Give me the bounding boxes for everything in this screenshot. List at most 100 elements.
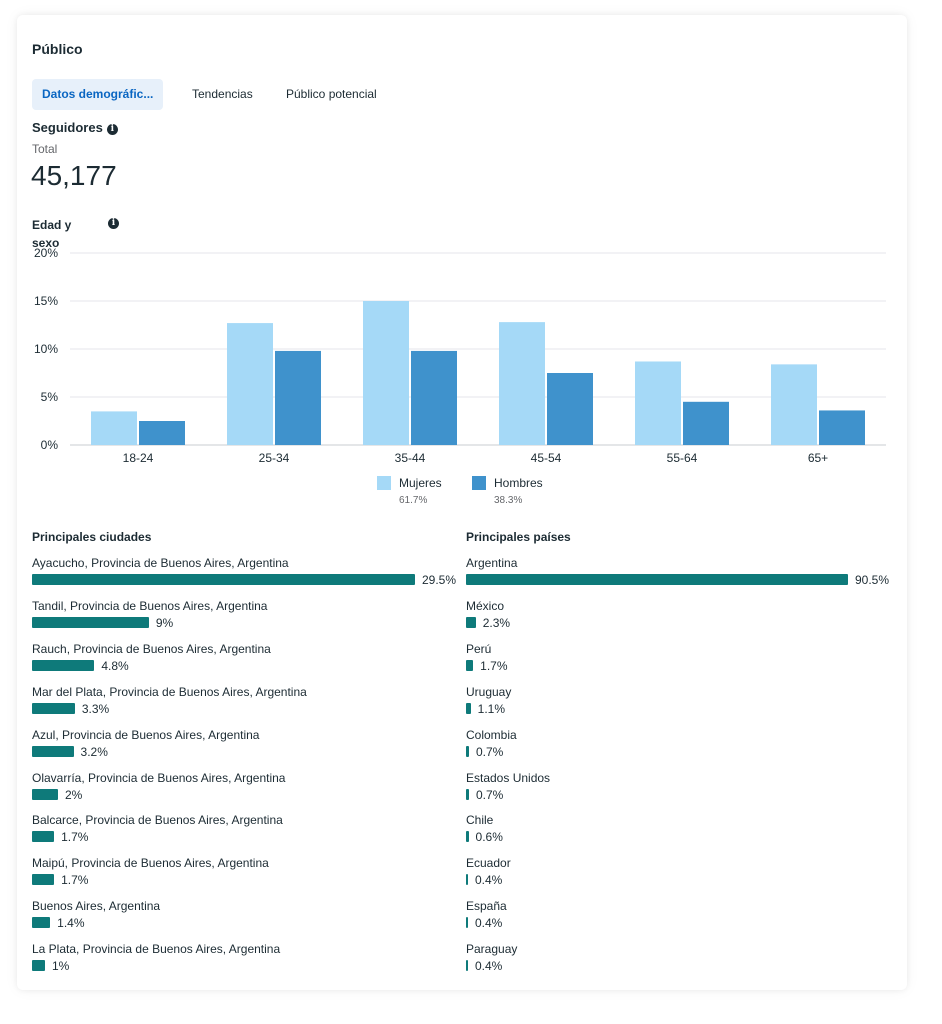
city-name: Olavarría, Provincia de Buenos Aires, Ar… bbox=[32, 770, 286, 785]
y-tick-label: 10% bbox=[34, 342, 58, 356]
city-name: La Plata, Provincia de Buenos Aires, Arg… bbox=[32, 942, 281, 957]
city-bar bbox=[32, 960, 45, 972]
city-percentage: 3.3% bbox=[81, 701, 110, 716]
bar-hombres-65+[interactable] bbox=[819, 410, 865, 445]
country-name: Paraguay bbox=[466, 942, 518, 957]
total-label: Total bbox=[32, 142, 58, 156]
country-name: Ecuador bbox=[466, 856, 511, 871]
country-name: México bbox=[466, 598, 505, 613]
country-name: Uruguay bbox=[466, 684, 512, 699]
bar-mujeres-25-34[interactable] bbox=[227, 323, 273, 445]
legend-label-hombres[interactable]: Hombres bbox=[494, 476, 543, 490]
tab-trends[interactable]: Tendencias bbox=[192, 87, 253, 101]
bar-mujeres-35-44[interactable] bbox=[363, 301, 409, 445]
bar-hombres-35-44[interactable] bbox=[411, 350, 457, 445]
x-tick-label: 65+ bbox=[808, 451, 828, 465]
x-tick-label: 35-44 bbox=[395, 451, 426, 465]
country-name: Chile bbox=[466, 813, 494, 828]
city-name: Tandil, Provincia de Buenos Aires, Argen… bbox=[32, 598, 268, 613]
city-percentage: 1.4% bbox=[57, 916, 85, 931]
city-bar bbox=[32, 788, 58, 800]
city-bar bbox=[32, 874, 55, 886]
audience-card bbox=[17, 15, 907, 990]
country-name: Argentina bbox=[466, 556, 518, 570]
city-percentage: 1% bbox=[51, 959, 70, 974]
cities-title: Principales ciudades bbox=[32, 530, 152, 544]
country-percentage: 0.6% bbox=[475, 830, 503, 845]
info-icon[interactable]: i bbox=[106, 124, 118, 135]
total-followers-value: 45,177 bbox=[31, 160, 117, 191]
bar-mujeres-45-54[interactable] bbox=[499, 322, 545, 445]
city-percentage: 2% bbox=[64, 787, 83, 802]
y-tick-label: 15% bbox=[34, 294, 58, 308]
country-bar bbox=[466, 917, 468, 929]
country-percentage: 90.5% bbox=[855, 573, 890, 587]
city-name: Maipú, Provincia de Buenos Aires, Argent… bbox=[32, 856, 269, 871]
x-tick-label: 25-34 bbox=[259, 451, 290, 465]
bar-mujeres-18-24[interactable] bbox=[91, 411, 137, 445]
age-gender-chart: 0% 5% 10% 15% 20% 18-24 25-34 35-44 45-54 55-64 65… bbox=[34, 246, 886, 465]
city-bar bbox=[32, 659, 95, 671]
y-tick-label: 20% bbox=[34, 246, 58, 260]
legend-swatch-hombres[interactable] bbox=[472, 476, 486, 490]
chart-info-icon[interactable]: i bbox=[108, 218, 119, 229]
city-name: Rauch, Provincia de Buenos Aires, Argent… bbox=[32, 641, 271, 656]
page-title: Público bbox=[32, 41, 83, 57]
city-bar bbox=[32, 917, 51, 929]
country-percentage: 1.1% bbox=[477, 701, 505, 716]
legend-swatch-mujeres[interactable] bbox=[377, 476, 391, 490]
country-bar bbox=[466, 960, 468, 972]
city-name: Mar del Plata, Provincia de Buenos Aires… bbox=[32, 684, 307, 699]
country-name: Perú bbox=[466, 641, 492, 656]
followers-heading: Seguidores i bbox=[32, 120, 118, 135]
city-percentage: 1.7% bbox=[61, 830, 89, 845]
x-tick-label: 18-24 bbox=[123, 451, 154, 465]
country-percentage: 0.4% bbox=[475, 959, 503, 974]
country-bar bbox=[466, 831, 469, 843]
x-tick-label: 55-64 bbox=[667, 451, 698, 465]
city-percentage: 4.8% bbox=[101, 658, 129, 673]
country-bar bbox=[466, 616, 476, 628]
city-bar bbox=[32, 574, 415, 585]
city-bar bbox=[32, 702, 75, 714]
country-percentage: 2.3% bbox=[482, 615, 511, 630]
country-bar bbox=[466, 702, 471, 714]
city-percentage: 9% bbox=[155, 615, 174, 630]
country-percentage: 0.7% bbox=[475, 744, 504, 759]
city-name: Balcarce, Provincia de Buenos Aires, Arg… bbox=[32, 813, 283, 828]
country-percentage: 0.4% bbox=[475, 916, 503, 931]
y-tick-label: 5% bbox=[41, 390, 59, 404]
tab-potential-audience[interactable]: Público potencial bbox=[286, 87, 377, 101]
bar-hombres-45-54[interactable] bbox=[547, 373, 593, 445]
bar-hombres-18-24[interactable] bbox=[139, 421, 185, 445]
country-bar bbox=[466, 574, 848, 585]
city-name: Azul, Provincia de Buenos Aires, Argenti… bbox=[32, 727, 260, 742]
chart-title: Edad y sexo bbox=[32, 218, 72, 250]
city-percentage: 1.7% bbox=[61, 873, 89, 888]
city-percentage: 29.5% bbox=[422, 573, 457, 587]
city-percentage: 3.2% bbox=[80, 744, 108, 759]
country-percentage: 1.7% bbox=[480, 658, 508, 673]
country-name: España bbox=[466, 899, 507, 914]
country-percentage: 0.4% bbox=[475, 873, 503, 888]
country-bar bbox=[466, 659, 474, 671]
y-tick-label: 0% bbox=[41, 438, 59, 452]
bar-mujeres-55-64[interactable] bbox=[635, 361, 681, 445]
country-name: Colombia bbox=[466, 727, 517, 742]
city-bar bbox=[32, 616, 149, 628]
bar-hombres-25-34[interactable] bbox=[275, 350, 321, 445]
country-bar bbox=[466, 874, 468, 886]
legend-share-hombres: 38.3% bbox=[494, 495, 523, 506]
legend-share-mujeres: 61.7% bbox=[399, 495, 428, 506]
legend-label-mujeres[interactable]: Mujeres bbox=[399, 476, 442, 490]
city-name: Ayacucho, Provincia de Buenos Aires, Arg… bbox=[32, 556, 289, 570]
x-tick-label: 45-54 bbox=[531, 451, 562, 465]
city-bar bbox=[32, 831, 55, 843]
followers-heading-label: Seguidores bbox=[32, 120, 103, 135]
country-bar bbox=[466, 745, 469, 757]
bar-mujeres-65+[interactable] bbox=[771, 364, 817, 445]
country-bar bbox=[466, 788, 469, 800]
country-name: Estados Unidos bbox=[466, 770, 551, 785]
tab-demographics[interactable]: Datos demográfic... bbox=[32, 79, 164, 110]
bar-hombres-55-64[interactable] bbox=[683, 401, 729, 445]
